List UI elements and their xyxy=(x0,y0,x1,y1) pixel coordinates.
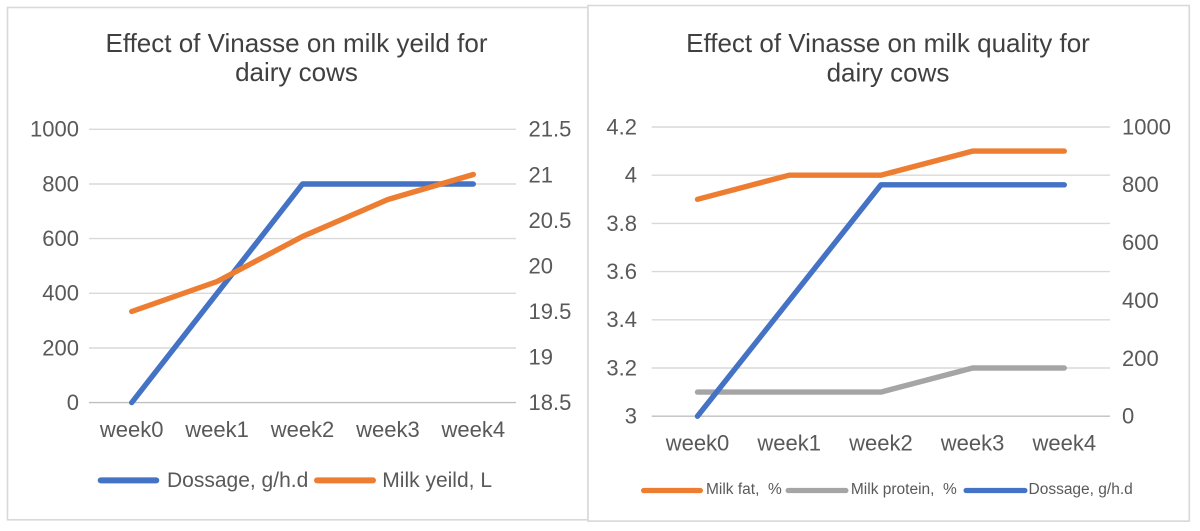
svg-text:week1: week1 xyxy=(184,417,249,442)
svg-text:800: 800 xyxy=(42,171,79,196)
svg-text:week4: week4 xyxy=(441,417,506,442)
svg-text:4.2: 4.2 xyxy=(606,114,637,139)
svg-text:week3: week3 xyxy=(355,417,420,442)
svg-text:200: 200 xyxy=(42,335,79,360)
svg-text:week0: week0 xyxy=(665,431,730,456)
svg-text:week1: week1 xyxy=(756,431,821,456)
svg-text:week2: week2 xyxy=(848,431,913,456)
svg-text:Milk yeild, L: Milk yeild, L xyxy=(382,469,492,492)
svg-text:600: 600 xyxy=(42,226,79,251)
svg-text:20.5: 20.5 xyxy=(529,208,572,233)
svg-text:3.6: 3.6 xyxy=(606,259,637,284)
svg-text:400: 400 xyxy=(42,281,79,306)
svg-text:1000: 1000 xyxy=(1122,114,1171,139)
svg-text:0: 0 xyxy=(67,390,79,415)
svg-text:19.5: 19.5 xyxy=(529,299,572,324)
svg-text:3.2: 3.2 xyxy=(606,355,637,380)
svg-text:Effect of Vinasse on milk qual: Effect of Vinasse on milk quality for xyxy=(686,28,1090,58)
svg-text:20: 20 xyxy=(529,253,553,278)
svg-text:3.8: 3.8 xyxy=(606,211,637,236)
svg-text:week3: week3 xyxy=(940,431,1005,456)
svg-text:21.5: 21.5 xyxy=(529,117,572,142)
svg-text:21: 21 xyxy=(529,162,553,187)
svg-text:week4: week4 xyxy=(1032,431,1097,456)
svg-text:Milk protein, %: Milk protein, % xyxy=(851,481,957,498)
svg-text:Dossage, g/h.d: Dossage, g/h.d xyxy=(167,469,308,492)
svg-text:600: 600 xyxy=(1122,230,1159,255)
svg-text:dairy cows: dairy cows xyxy=(235,57,358,87)
svg-text:0: 0 xyxy=(1122,404,1134,429)
svg-text:3.4: 3.4 xyxy=(606,307,637,332)
svg-text:4: 4 xyxy=(625,163,637,188)
svg-text:18.5: 18.5 xyxy=(529,390,572,415)
svg-text:19: 19 xyxy=(529,345,553,370)
svg-text:800: 800 xyxy=(1122,172,1159,197)
svg-text:400: 400 xyxy=(1122,288,1159,313)
svg-text:Dossage, g/h.d: Dossage, g/h.d xyxy=(1029,481,1133,498)
svg-text:Effect of Vinasse on milk yeil: Effect of Vinasse on milk yeild for xyxy=(105,28,487,58)
svg-text:week2: week2 xyxy=(270,417,335,442)
svg-text:200: 200 xyxy=(1122,346,1159,371)
svg-text:week0: week0 xyxy=(99,417,164,442)
svg-text:1000: 1000 xyxy=(30,117,79,142)
svg-text:Milk fat, %: Milk fat, % xyxy=(706,481,782,498)
svg-text:3: 3 xyxy=(625,404,637,429)
svg-text:dairy cows: dairy cows xyxy=(827,57,950,87)
